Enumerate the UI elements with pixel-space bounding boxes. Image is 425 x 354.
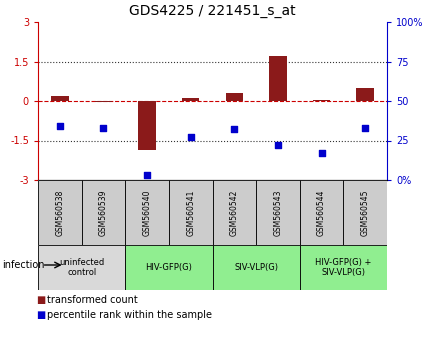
Point <box>318 150 325 156</box>
Text: ■: ■ <box>36 310 45 320</box>
Bar <box>256 180 300 245</box>
Bar <box>343 180 387 245</box>
Bar <box>169 180 212 245</box>
Text: GSM560541: GSM560541 <box>186 189 195 236</box>
Bar <box>300 245 387 290</box>
Bar <box>357 88 374 101</box>
Bar <box>125 245 212 290</box>
Bar <box>125 180 169 245</box>
Bar <box>82 180 125 245</box>
Title: GDS4225 / 221451_s_at: GDS4225 / 221451_s_at <box>129 4 296 18</box>
Text: SIV-VLP(G): SIV-VLP(G) <box>234 263 278 272</box>
Text: GSM560538: GSM560538 <box>55 189 64 236</box>
Point <box>144 172 150 178</box>
Bar <box>38 245 125 290</box>
Bar <box>51 96 68 101</box>
Point <box>231 127 238 132</box>
Text: ■: ■ <box>36 295 45 305</box>
Text: HIV-GFP(G): HIV-GFP(G) <box>145 263 192 272</box>
Point <box>57 124 63 129</box>
Text: percentile rank within the sample: percentile rank within the sample <box>47 310 212 320</box>
Text: infection: infection <box>2 260 45 270</box>
Point <box>187 135 194 140</box>
Text: GSM560543: GSM560543 <box>273 189 283 236</box>
Bar <box>38 180 82 245</box>
Text: GSM560539: GSM560539 <box>99 189 108 236</box>
Bar <box>300 180 343 245</box>
Text: GSM560540: GSM560540 <box>142 189 152 236</box>
Text: uninfected
control: uninfected control <box>59 258 104 277</box>
Text: GSM560545: GSM560545 <box>361 189 370 236</box>
Text: GSM560544: GSM560544 <box>317 189 326 236</box>
Point <box>100 125 107 131</box>
Bar <box>182 98 199 101</box>
Bar <box>212 245 300 290</box>
Point <box>275 142 281 148</box>
Point <box>362 125 368 131</box>
Bar <box>138 101 156 150</box>
Bar <box>226 93 243 101</box>
Bar <box>95 101 112 102</box>
Text: transformed count: transformed count <box>47 295 138 305</box>
Text: GSM560542: GSM560542 <box>230 189 239 236</box>
Bar <box>212 180 256 245</box>
Bar <box>313 100 330 101</box>
Bar <box>269 56 286 101</box>
Text: HIV-GFP(G) +
SIV-VLP(G): HIV-GFP(G) + SIV-VLP(G) <box>315 258 371 277</box>
